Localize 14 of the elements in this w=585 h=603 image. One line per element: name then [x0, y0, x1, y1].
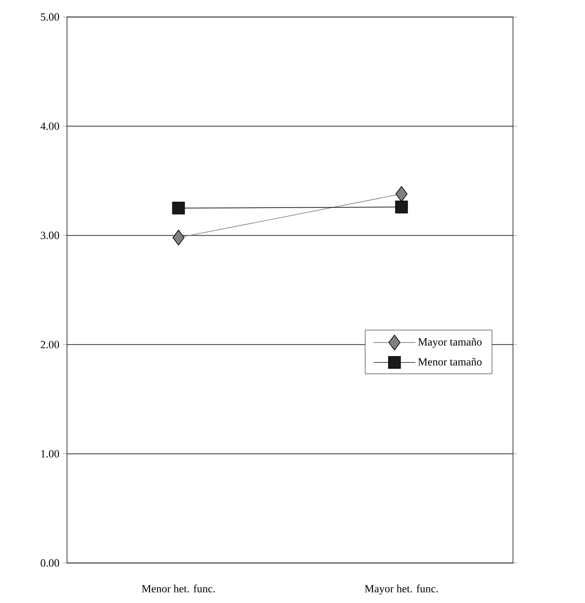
- x-tick-label: Mayor het. func.: [364, 584, 438, 595]
- y-tick-label: 4.00: [40, 122, 60, 130]
- point: [395, 200, 408, 214]
- x-tick-label: Menor het. func.: [142, 584, 215, 592]
- y-tick-label: 0.00: [40, 559, 60, 567]
- y-tick-label: 1.00: [41, 450, 60, 458]
- y-tick-label: 5.00: [40, 13, 60, 21]
- point: [396, 186, 408, 202]
- legend-label: Menor tamaño: [418, 358, 482, 366]
- y-tick-label: 3.00: [40, 232, 60, 240]
- legend-label: Mayor tamaño: [418, 338, 482, 348]
- point: [172, 202, 185, 214]
- point: [172, 230, 184, 246]
- y-tick-label: 2.00: [40, 340, 60, 348]
